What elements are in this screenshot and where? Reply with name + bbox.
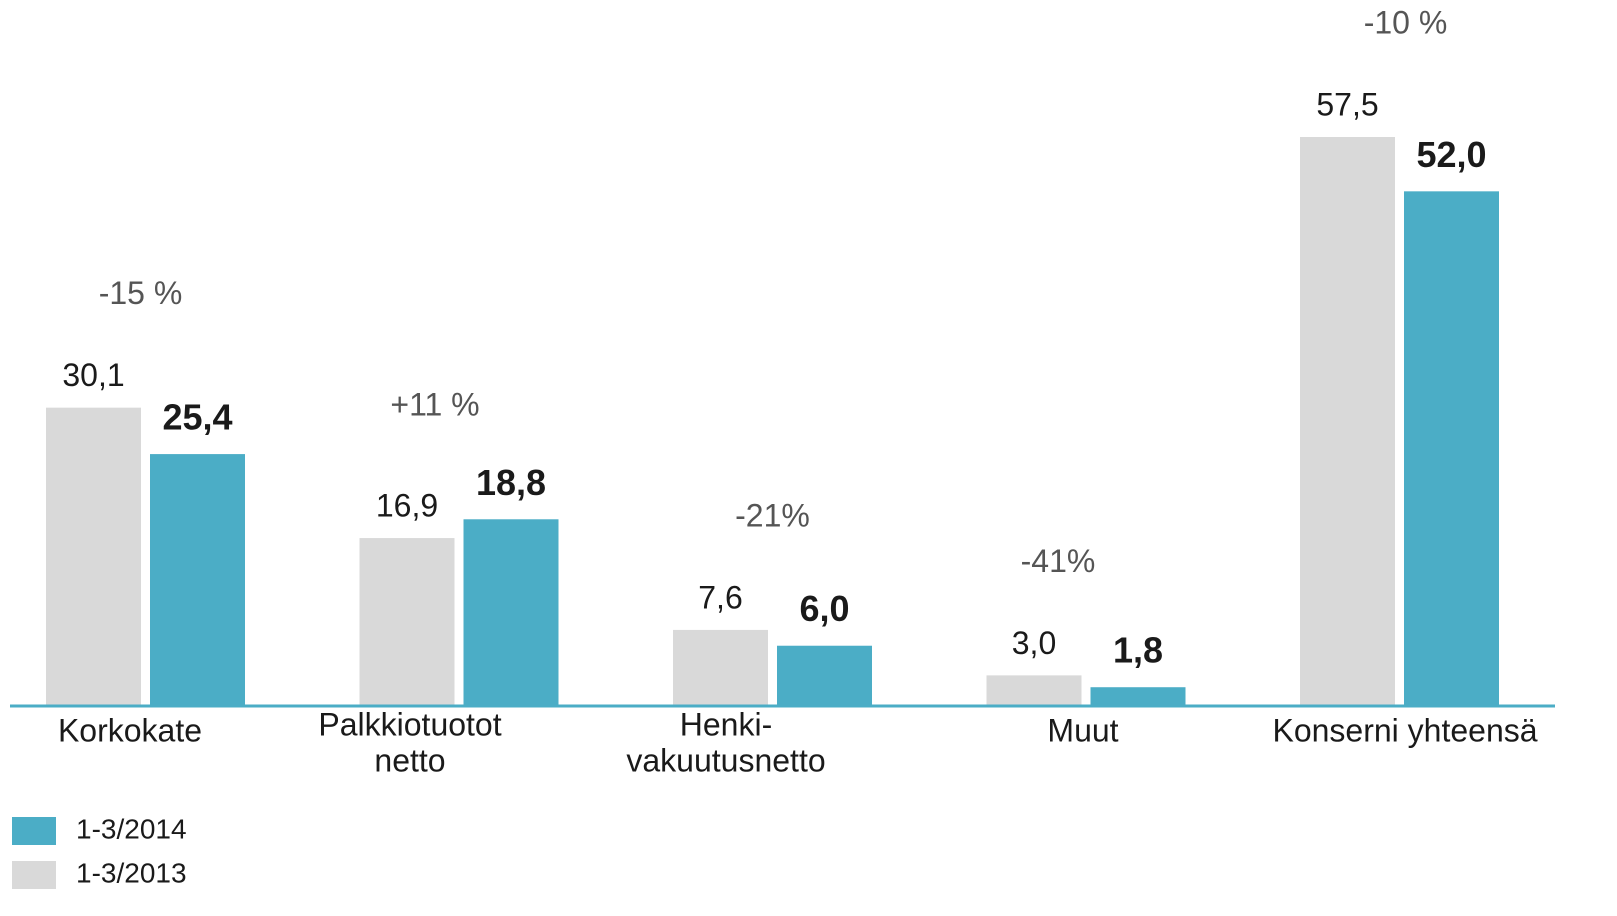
legend-swatch — [12, 817, 56, 845]
value-label: 30,1 — [62, 357, 124, 393]
value-label: 52,0 — [1416, 134, 1486, 175]
annotation: -10 % — [1364, 4, 1448, 40]
value-label: 16,9 — [376, 488, 438, 524]
value-label: 18,8 — [476, 462, 546, 503]
bar — [359, 538, 455, 705]
value-label: 6,0 — [799, 588, 849, 629]
bar — [150, 454, 245, 705]
value-label: 1,8 — [1113, 630, 1163, 671]
value-label: 3,0 — [1012, 625, 1056, 661]
value-label: 7,6 — [698, 579, 742, 615]
x-tick-label: Henki- — [680, 706, 772, 742]
x-tick-label: netto — [374, 742, 445, 778]
legend-label: 1-3/2014 — [76, 813, 187, 844]
bar — [1404, 191, 1499, 705]
value-label: 25,4 — [162, 397, 232, 438]
bar — [1090, 687, 1186, 705]
x-tick-label: Konserni yhteensä — [1272, 712, 1537, 748]
annotation: -21% — [735, 497, 810, 533]
bar — [46, 407, 141, 705]
legend-label: 1-3/2013 — [76, 857, 187, 888]
annotation: -15 % — [99, 275, 183, 311]
annotation: +11 % — [390, 387, 479, 423]
bar — [986, 675, 1082, 705]
bar — [1300, 137, 1395, 705]
legend-swatch — [12, 861, 56, 889]
bar — [673, 629, 768, 705]
x-tick-label: Palkkiotuotot — [318, 706, 501, 742]
x-tick-label: Korkokate — [58, 712, 202, 748]
bar — [777, 645, 872, 705]
x-tick-label: vakuutusnetto — [626, 742, 825, 778]
value-label: 57,5 — [1316, 86, 1378, 122]
x-tick-label: Muut — [1047, 712, 1118, 748]
annotation: -41% — [1021, 543, 1096, 579]
bar — [463, 519, 559, 705]
